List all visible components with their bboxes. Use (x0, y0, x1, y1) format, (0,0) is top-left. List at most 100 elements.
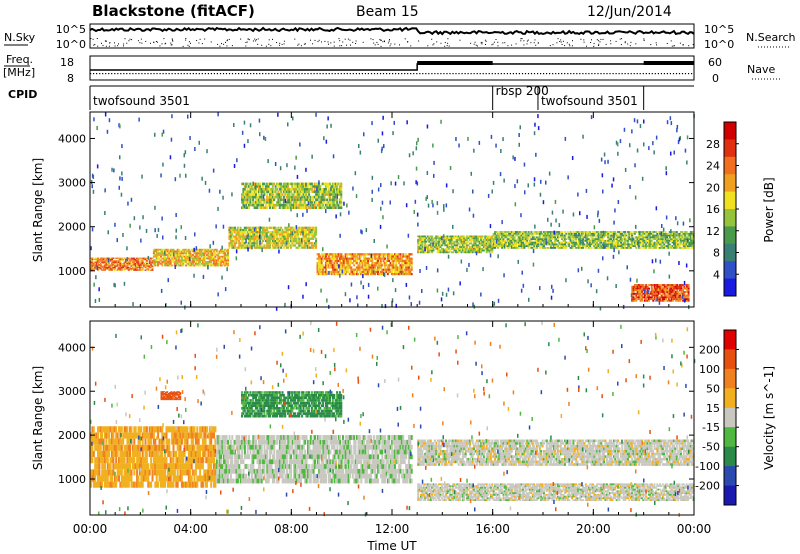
heatmap-cell (288, 233, 291, 236)
heatmap-cell (562, 238, 565, 240)
heatmap-cell (165, 261, 168, 263)
heatmap-cell (502, 236, 505, 239)
heatmap-cell (137, 264, 140, 266)
heatmap-cell (189, 264, 192, 267)
heatmap-cell (584, 234, 587, 237)
heatmap-cell (583, 231, 586, 233)
heatmap-cell (543, 245, 545, 247)
heatmap-cell (306, 228, 309, 232)
heatmap-cell (281, 203, 284, 207)
heatmap-cell (192, 264, 195, 267)
heatmap-cell (428, 249, 431, 252)
heatmap-cell (650, 232, 653, 235)
heatmap-cell (136, 260, 139, 262)
heatmap-cell (140, 269, 143, 271)
noise-search-point (515, 43, 517, 45)
heatmap-cell (242, 195, 245, 199)
heatmap-cell (267, 235, 270, 238)
heatmap-cell (354, 262, 357, 265)
heatmap-cell (180, 250, 183, 253)
nave-point (651, 73, 653, 75)
heatmap-cell (494, 245, 497, 247)
nave-point (494, 73, 496, 75)
heatmap-cell (384, 268, 386, 271)
noise-search-point (643, 40, 645, 41)
heatmap-cell (256, 231, 259, 234)
heatmap-cell (632, 292, 635, 295)
heatmap-cell (582, 236, 585, 239)
heatmap-cell (572, 238, 575, 240)
heatmap-cell (357, 253, 360, 256)
heatmap-cell (303, 198, 306, 202)
heatmap-cell (393, 268, 396, 271)
heatmap-cell (140, 258, 143, 261)
heatmap-cell (326, 266, 329, 269)
heatmap-cell (607, 232, 610, 235)
heatmap-cell (173, 257, 176, 260)
heatmap-cell (578, 234, 580, 237)
heatmap-cell (523, 245, 526, 247)
heatmap-cell (178, 248, 181, 251)
heatmap-cell (482, 246, 485, 248)
heatmap-cell (478, 240, 481, 243)
heatmap-cell (280, 226, 283, 229)
heatmap-cell (377, 273, 379, 276)
heatmap-cell (659, 284, 662, 286)
heatmap-cell (313, 206, 316, 209)
heatmap-cell (111, 266, 113, 269)
heatmap-cell (150, 266, 153, 269)
heatmap-cell (157, 264, 160, 267)
heatmap-cell (594, 247, 597, 249)
heatmap-cell (421, 244, 424, 247)
heatmap-cell (512, 236, 515, 239)
heatmap-cell (503, 243, 506, 246)
heatmap-cell (676, 292, 679, 295)
heatmap-cell (492, 239, 495, 242)
heatmap-cell (343, 259, 346, 262)
heatmap-cell (327, 206, 330, 209)
heatmap-cell (543, 236, 545, 239)
heatmap-cell (674, 298, 677, 300)
heatmap-cell (622, 247, 625, 249)
heatmap-cell (343, 262, 346, 265)
heatmap-cell (161, 262, 164, 265)
heatmap-cell (473, 235, 476, 238)
heatmap-cell (190, 248, 193, 251)
heatmap-cell (656, 236, 659, 239)
nave-point (162, 73, 164, 75)
heatmap-cell (324, 268, 327, 271)
heatmap-cell (586, 236, 589, 239)
heatmap-cell (331, 185, 334, 188)
heatmap-cell (522, 236, 524, 239)
heatmap-cell (250, 228, 253, 232)
heatmap-cell (145, 264, 148, 266)
heatmap-cell (471, 244, 474, 247)
heatmap-cell (340, 270, 343, 273)
heatmap-cell (558, 231, 561, 233)
heatmap-cell (171, 259, 174, 262)
heatmap-cell (278, 206, 281, 209)
heatmap-cell (299, 242, 302, 245)
heatmap-cell (338, 190, 341, 194)
heatmap-cell (428, 237, 431, 240)
heatmap-cell (562, 234, 565, 237)
heatmap-cell (234, 235, 236, 238)
noise-search-point (688, 45, 690, 47)
nave-point (123, 73, 125, 75)
heatmap-cell (102, 266, 105, 269)
heatmap-cell (273, 203, 276, 207)
heatmap-cell (285, 246, 288, 249)
heatmap-cell (172, 259, 175, 262)
heatmap-cell (119, 261, 122, 263)
heatmap-cell (647, 241, 650, 244)
heatmap-cell (243, 195, 246, 199)
noise-search-point (304, 43, 306, 45)
heatmap-cell (660, 238, 663, 240)
heatmap-cell (618, 239, 621, 242)
heatmap-cell (639, 234, 642, 237)
heatmap-cell (262, 231, 264, 234)
heatmap-cell (164, 259, 167, 262)
heatmap-cell (264, 206, 267, 209)
heatmap-cell (196, 264, 199, 267)
heatmap-cell (495, 236, 498, 239)
